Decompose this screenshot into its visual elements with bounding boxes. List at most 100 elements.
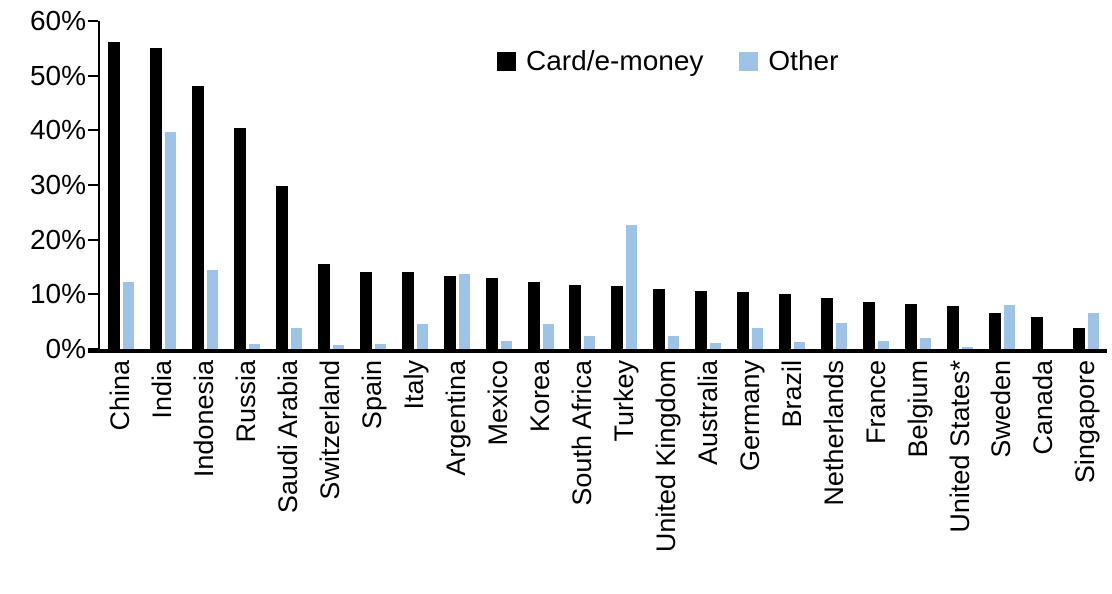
bar-group <box>771 21 813 349</box>
x-label-cell: Switzerland <box>310 360 352 592</box>
bar-other <box>878 340 890 349</box>
x-axis-label: Saudi Arabia <box>273 360 304 514</box>
legend-label-other: Other <box>768 45 839 76</box>
legend-item-other: Other <box>739 45 838 77</box>
bar-card-e-money <box>569 284 582 349</box>
bar-other <box>668 335 680 349</box>
bar-group <box>645 21 687 349</box>
y-tick <box>88 129 98 132</box>
bar-group <box>981 21 1023 349</box>
bar-card-e-money <box>317 264 330 349</box>
bar-other <box>710 343 722 349</box>
legend-label-card-e-money: Card/e-money <box>526 45 704 76</box>
bar-group <box>436 21 478 349</box>
x-axis-label: Belgium <box>902 360 933 458</box>
x-label-cell: Spain <box>352 360 394 592</box>
x-label-cell: Russia <box>226 360 268 592</box>
x-label-cell: Singapore <box>1065 360 1107 592</box>
x-axis-label: Australia <box>692 360 723 466</box>
bar-other <box>584 335 596 349</box>
bar-other <box>794 342 806 349</box>
bar-other <box>164 131 176 349</box>
bar-group <box>268 21 310 349</box>
x-axis-label: South Africa <box>566 360 597 506</box>
card-e-money-swatch-icon <box>497 51 516 71</box>
x-label-cell: Saudi Arabia <box>268 360 310 592</box>
x-label-cell: Mexico <box>478 360 520 592</box>
bar-group <box>100 21 142 349</box>
x-label-cell: Sweden <box>981 360 1023 592</box>
y-tick <box>88 238 98 241</box>
bar-group <box>939 21 981 349</box>
x-axis-label: Sweden <box>986 360 1017 458</box>
bar-group <box>1023 21 1065 349</box>
bar-card-e-money <box>947 305 960 349</box>
x-axis-label: Canada <box>1028 360 1059 455</box>
x-label-cell: Argentina <box>436 360 478 592</box>
x-axis-label: United Kingdom <box>650 360 681 553</box>
bar-other <box>458 273 470 349</box>
x-axis-labels: China India Indonesia Russia Saudi Arabia Swi… <box>100 360 1107 592</box>
bar-card-e-money <box>527 282 540 349</box>
bar-other <box>962 347 974 349</box>
bar-group <box>226 21 268 349</box>
bar-group <box>561 21 603 349</box>
bar-card-e-money <box>485 278 498 349</box>
bar-other <box>416 323 428 349</box>
bar-other <box>332 344 344 349</box>
bar-other <box>374 343 386 349</box>
bar-group <box>520 21 562 349</box>
x-axis-label: France <box>860 360 891 445</box>
y-tick <box>88 74 98 77</box>
legend-item-card-e-money: Card/e-money <box>497 45 703 77</box>
bar-card-e-money <box>275 185 288 349</box>
x-label-cell: South Africa <box>561 360 603 592</box>
bar-group <box>897 21 939 349</box>
x-axis-label: Singapore <box>1070 360 1101 484</box>
y-tick <box>88 184 98 186</box>
bar-card-e-money <box>988 313 1001 349</box>
y-axis-label: 60% <box>29 5 86 36</box>
y-axis-line <box>98 21 100 349</box>
bar-other <box>206 269 218 349</box>
y-tick <box>88 20 98 22</box>
x-axis-label: Mexico <box>483 360 514 446</box>
bar-card-e-money <box>149 48 162 349</box>
x-axis-label: Germany <box>734 360 765 472</box>
bar-other <box>920 338 932 349</box>
x-axis-line <box>88 349 1107 353</box>
x-axis-label: Switzerland <box>315 360 346 500</box>
y-axis-label: 50% <box>29 59 86 91</box>
y-axis-label: 20% <box>29 223 86 255</box>
x-label-cell: Canada <box>1023 360 1065 592</box>
x-label-cell: China <box>100 360 142 592</box>
bar-card-e-money <box>737 291 750 349</box>
bar-card-e-money <box>611 285 624 349</box>
bar-card-e-money <box>821 298 834 349</box>
x-axis-label: Korea <box>524 360 555 433</box>
x-label-cell: Turkey <box>603 360 645 592</box>
y-axis-label: 0% <box>45 333 86 364</box>
bar-group <box>142 21 184 349</box>
y-tick <box>88 293 98 296</box>
x-label-cell: Brazil <box>771 360 813 592</box>
bar-card-e-money <box>779 294 792 349</box>
x-label-cell: Netherlands <box>813 360 855 592</box>
x-label-cell: Australia <box>687 360 729 592</box>
bar-card-e-money <box>107 41 120 349</box>
x-axis-label: Indonesia <box>189 360 220 478</box>
x-axis-label: Russia <box>231 360 262 443</box>
bar-group <box>603 21 645 349</box>
x-axis-label: Turkey <box>608 360 639 442</box>
x-label-cell: Germany <box>729 360 771 592</box>
bar-other <box>542 323 554 349</box>
x-label-cell: Korea <box>520 360 562 592</box>
x-label-cell: Italy <box>394 360 436 592</box>
bar-other <box>626 225 638 349</box>
x-label-cell: Belgium <box>897 360 939 592</box>
x-axis-label: Argentina <box>441 360 472 476</box>
x-axis-label: China <box>105 360 136 431</box>
bar-card-e-money <box>905 304 918 349</box>
bar-card-e-money <box>443 276 456 349</box>
